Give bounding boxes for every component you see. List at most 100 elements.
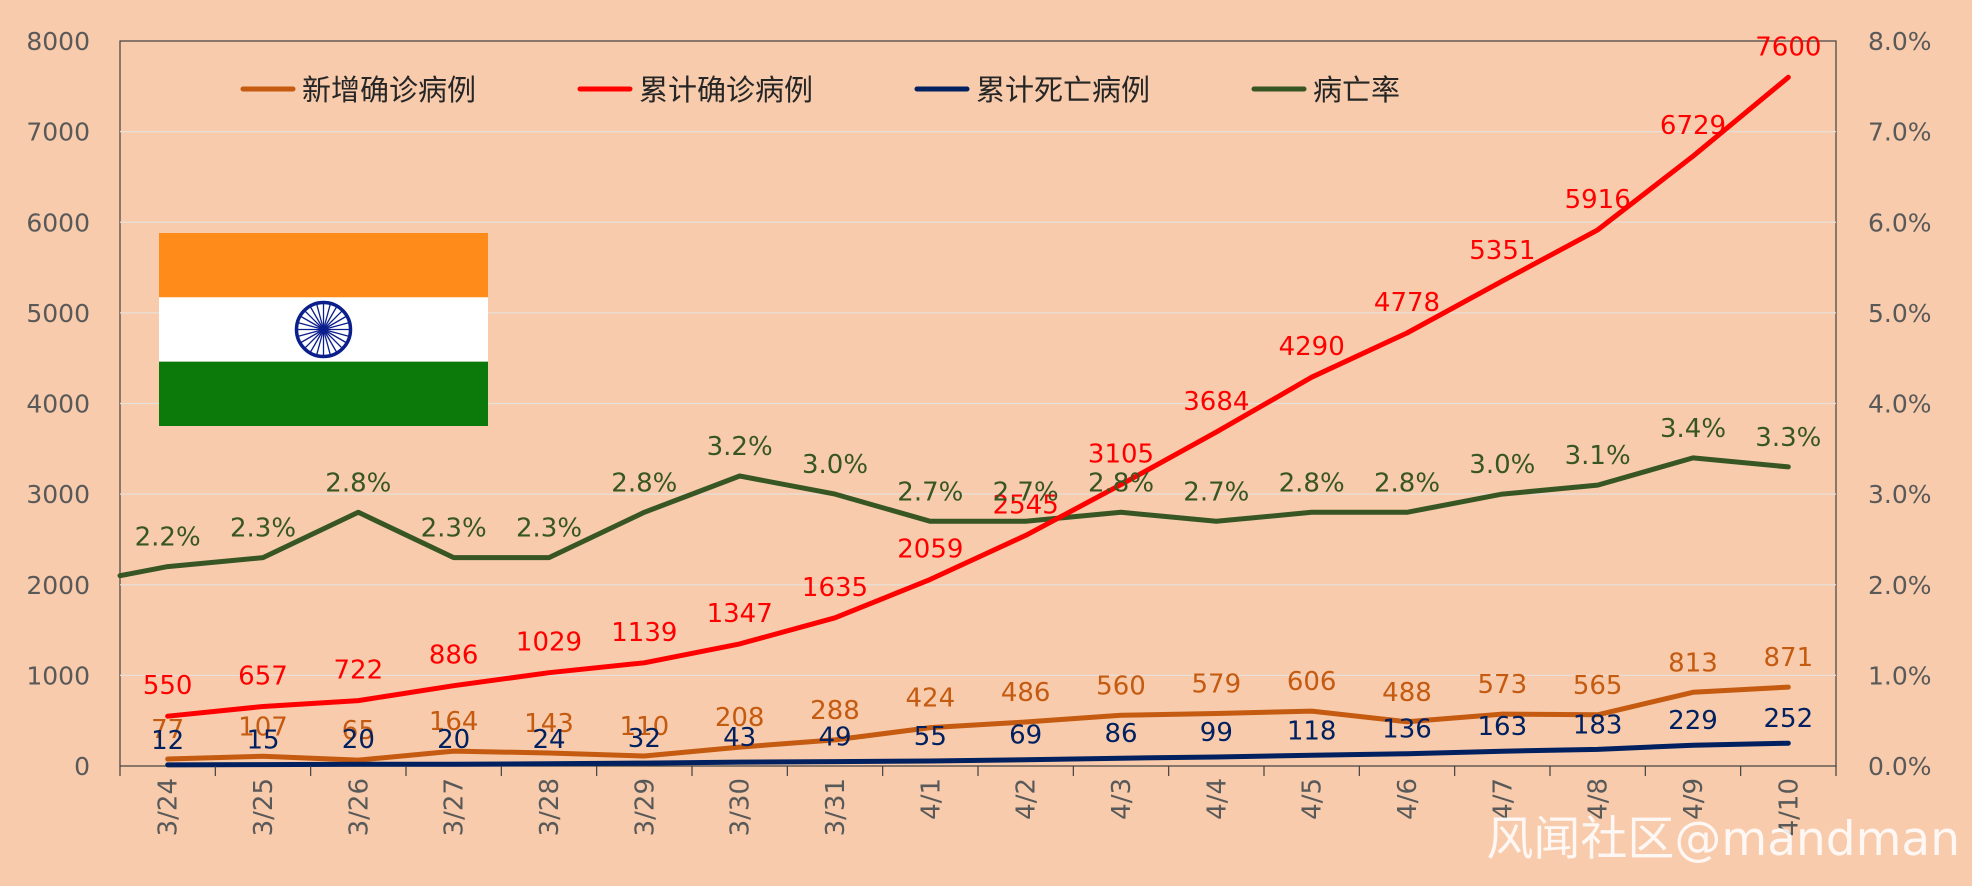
y-left-tick-label: 1000	[26, 661, 90, 690]
chakra-spoke	[315, 303, 325, 330]
y-right-tick-label: 4.0%	[1868, 390, 1932, 419]
data-label: 65	[342, 716, 375, 746]
y-right-tick-label: 8.0%	[1868, 27, 1932, 56]
data-label: 579	[1192, 670, 1242, 700]
y-left-tick-label: 2000	[26, 571, 90, 600]
data-label: 229	[1668, 706, 1718, 736]
legend-label: 累计确诊病例	[639, 73, 813, 107]
x-tick-label: 3/28	[535, 778, 565, 836]
chakra-spoke	[322, 305, 338, 330]
data-label: 871	[1764, 643, 1814, 673]
y-left-tick-label: 4000	[26, 390, 90, 419]
x-tick-label: 4/5	[1298, 778, 1328, 820]
data-label: 7600	[1755, 32, 1821, 62]
series-line	[165, 684, 1791, 763]
chakra-spoke	[299, 328, 324, 344]
x-tick-label: 4/2	[1012, 778, 1042, 820]
data-label: 565	[1573, 671, 1623, 701]
data-label: 69	[1009, 721, 1042, 751]
data-label: 1139	[611, 618, 677, 648]
data-label: 4778	[1374, 288, 1440, 318]
data-label: 3105	[1088, 440, 1154, 470]
data-label: 288	[810, 696, 860, 726]
data-label: 164	[429, 707, 479, 737]
x-tick-label: 4/3	[1107, 778, 1137, 820]
data-label: 12	[151, 726, 184, 756]
data-label: 3.2%	[707, 432, 773, 462]
data-label: 49	[818, 723, 851, 753]
chakra-spoke	[299, 315, 324, 331]
y-right-tick-label: 5.0%	[1868, 299, 1932, 328]
chakra-spoke	[315, 329, 325, 356]
data-label: 2.7%	[1183, 477, 1249, 507]
y-right-tick-label: 2.0%	[1868, 571, 1932, 600]
data-label: 3.3%	[1755, 423, 1821, 453]
y-left-tick-label: 3000	[26, 480, 90, 509]
chakra-spoke	[323, 328, 350, 338]
data-label: 99	[1200, 718, 1233, 748]
chakra-spoke	[322, 303, 332, 330]
data-label: 32	[628, 724, 661, 754]
chakra-spoke	[297, 328, 324, 338]
chakra-spoke	[323, 321, 350, 331]
data-label: 2059	[897, 534, 963, 564]
x-tick-label: 4/7	[1488, 778, 1518, 820]
y-right-tick-label: 1.0%	[1868, 661, 1932, 690]
x-tick-label: 4/8	[1584, 778, 1614, 820]
x-tick-label: 4/9	[1679, 778, 1709, 820]
x-tick-label: 3/27	[440, 778, 470, 836]
x-tick-label: 4/6	[1393, 778, 1423, 820]
data-label: 606	[1287, 667, 1337, 697]
y-left-tick-label: 7000	[26, 118, 90, 147]
y-right-tick-label: 7.0%	[1868, 118, 1932, 147]
data-label: 208	[715, 703, 765, 733]
x-tick-label: 4/1	[916, 778, 946, 820]
data-label: 424	[906, 684, 956, 714]
data-label: 722	[334, 656, 384, 686]
data-label: 20	[437, 725, 470, 755]
data-label: 2.8%	[611, 468, 677, 498]
legend-label: 新增确诊病例	[302, 73, 476, 107]
chakra-spoke	[297, 321, 324, 331]
data-label: 1029	[516, 628, 582, 658]
data-label: 2.8%	[1088, 468, 1154, 498]
data-label: 86	[1104, 719, 1137, 749]
data-label: 886	[429, 641, 479, 671]
data-label: 118	[1287, 716, 1337, 746]
data-label: 5916	[1565, 185, 1631, 215]
data-label: 3.0%	[802, 450, 868, 480]
series-line	[165, 740, 1791, 768]
axes: 0 0.0% 1000 1.0% 2000 2.0% 3000 3.0% 4000 4.0% 500…	[26, 27, 1931, 836]
x-tick-label: 4/4	[1202, 778, 1232, 820]
data-label: 4290	[1279, 332, 1345, 362]
data-label: 2.3%	[421, 514, 487, 544]
chakra-spoke	[322, 329, 338, 354]
flag-saffron-band	[159, 233, 488, 298]
data-label: 486	[1001, 678, 1051, 708]
chakra-spoke	[323, 309, 344, 330]
x-tick-label: 4/10	[1774, 778, 1804, 836]
data-label: 20	[342, 725, 375, 755]
chakra-spoke	[309, 305, 325, 330]
data-label: 24	[532, 725, 565, 755]
series-line	[165, 74, 1791, 719]
data-label: 3.1%	[1565, 441, 1631, 471]
data-label: 2545	[993, 490, 1059, 520]
data-label: 15	[246, 726, 279, 756]
chakra-spoke	[323, 329, 344, 350]
data-label: 5351	[1469, 236, 1535, 266]
series-lines	[117, 74, 1791, 768]
data-label: 2.3%	[516, 514, 582, 544]
chakra-spoke	[323, 315, 348, 331]
y-left-tick-label: 6000	[26, 208, 90, 237]
x-tick-label: 3/24	[154, 778, 184, 836]
data-label: 2.3%	[230, 514, 296, 544]
india-flag-icon	[159, 233, 488, 426]
data-label: 550	[143, 671, 193, 701]
data-label: 657	[238, 661, 288, 691]
data-labels: 77 107 65 164 143 110 208 288 424 486 560 579 606 488…	[135, 32, 1822, 756]
y-left-tick-label: 8000	[26, 27, 90, 56]
data-label: 3.4%	[1660, 414, 1726, 444]
